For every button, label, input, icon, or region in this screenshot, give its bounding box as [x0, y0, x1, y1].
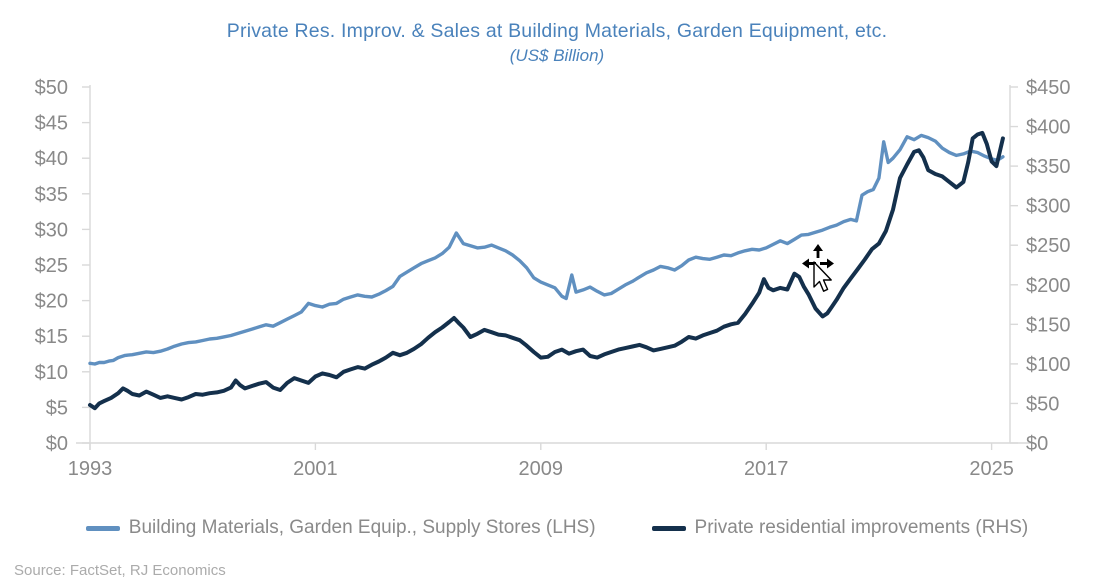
series-line-private-residential[interactable]	[88, 130, 1005, 411]
plot-area[interactable]: $0 $5 $10 $15 $20 $25 $30 $35 $40 $45 $50 $0 $50 $100…	[0, 0, 1114, 505]
y-axis-right-label: $200	[1026, 275, 1071, 297]
x-axis-label: 2025	[969, 458, 1014, 480]
y-axis-right-label: $250	[1026, 235, 1071, 257]
y-axis-left-label: $5	[46, 397, 68, 419]
y-axis-right-label: $450	[1026, 77, 1071, 99]
legend-swatch-lhs	[85, 525, 120, 531]
source-note: Source: FactSet, RJ Economics	[14, 562, 226, 579]
series-line-building-materials[interactable]	[88, 133, 1005, 366]
legend-item-building-materials[interactable]: Building Materials, Garden Equip., Suppl…	[85, 517, 596, 539]
y-axis-left-label: $15	[35, 326, 68, 348]
legend-swatch-rhs	[651, 525, 686, 531]
y-axis-left-label: $25	[35, 255, 68, 277]
y-axis-right-label: $100	[1026, 354, 1071, 376]
y-axis-right-label: $0	[1026, 433, 1048, 455]
legend-label-rhs: Private residential improvements (RHS)	[694, 517, 1029, 538]
x-axis-label: 2017	[744, 458, 789, 480]
y-axis-left-label: $20	[35, 291, 68, 313]
y-axis-right-label: $300	[1026, 196, 1071, 218]
y-axis-left-label: $0	[46, 433, 68, 455]
legend-item-private-residential[interactable]: Private residential improvements (RHS)	[651, 517, 1029, 539]
y-axis-left-label: $40	[35, 148, 68, 170]
y-axis-left-label: $10	[35, 362, 68, 384]
legend-label-lhs: Building Materials, Garden Equip., Suppl…	[128, 517, 596, 538]
y-axis-right-label: $350	[1026, 156, 1071, 178]
y-axis-right-label: $150	[1026, 314, 1071, 336]
y-axis-right-label: $400	[1026, 117, 1071, 139]
chart-title: Private Res. Improv. & Sales at Building…	[226, 20, 888, 42]
y-axis-left-label: $45	[35, 113, 68, 135]
x-axis-label: 2009	[519, 458, 564, 480]
x-axis-label: 1993	[68, 458, 113, 480]
y-axis-left-label: $30	[35, 219, 68, 241]
chart-subtitle: (US$ Billion)	[509, 46, 605, 65]
x-axis-label: 2001	[293, 458, 338, 480]
chart-legend: Building Materials, Garden Equip., Suppl…	[0, 517, 1114, 539]
y-axis-left-label: $50	[35, 77, 68, 99]
y-axis-left-label: $35	[35, 184, 68, 206]
y-axis-right-label: $50	[1026, 393, 1059, 415]
